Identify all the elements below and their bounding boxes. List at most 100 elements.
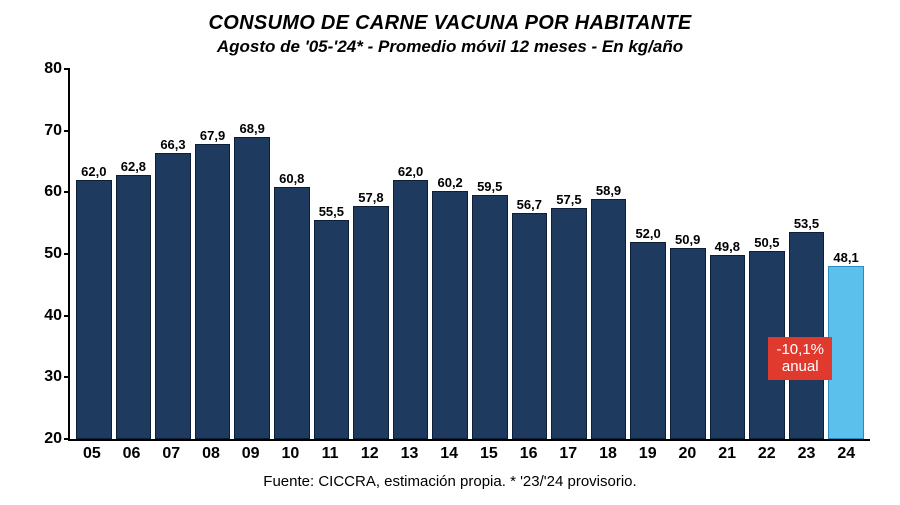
bar <box>551 208 587 439</box>
bar-column: 56,7 <box>512 69 548 439</box>
x-axis-labels: 0506070809101112131415161718192021222324 <box>68 445 870 463</box>
y-tick-mark <box>64 253 70 255</box>
callout-line1: -10,1% <box>776 341 824 358</box>
bar-column: 50,5 <box>749 69 785 439</box>
bar-column: 55,5 <box>314 69 350 439</box>
bar-column: 66,3 <box>155 69 191 439</box>
bar <box>432 191 468 439</box>
bar-value-label: 50,9 <box>675 232 700 247</box>
bar-column: 57,5 <box>551 69 587 439</box>
bar-value-label: 62,0 <box>81 164 106 179</box>
bar <box>591 199 627 439</box>
bar <box>155 153 191 439</box>
x-tick-label: 08 <box>193 445 229 463</box>
x-tick-label: 20 <box>670 445 706 463</box>
bar <box>670 248 706 439</box>
x-tick-label: 19 <box>630 445 666 463</box>
x-tick-label: 14 <box>431 445 467 463</box>
bar <box>314 220 350 439</box>
bar-value-label: 50,5 <box>754 235 779 250</box>
x-tick-label: 09 <box>233 445 269 463</box>
bar-value-label: 49,8 <box>715 239 740 254</box>
bar <box>274 187 310 439</box>
y-tick-label: 60 <box>22 183 62 201</box>
bar-value-label: 56,7 <box>517 197 542 212</box>
bar-value-label: 60,2 <box>437 175 462 190</box>
bar-value-label: 67,9 <box>200 128 225 143</box>
bars-group: 62,0 62,8 66,3 67,9 68,9 60,8 55,5 57,8 62,0 60,2… <box>70 69 870 439</box>
chart-subtitle: Agosto de '05-'24* - Promedio móvil 12 m… <box>20 37 880 57</box>
bar-column: 58,9 <box>591 69 627 439</box>
bar-column: 50,9 <box>670 69 706 439</box>
bar <box>116 175 152 439</box>
x-tick-label: 22 <box>749 445 785 463</box>
bar <box>630 242 666 439</box>
y-tick-mark <box>64 315 70 317</box>
x-tick-label: 13 <box>392 445 428 463</box>
callout-line2: anual <box>782 358 819 375</box>
bar <box>234 137 270 439</box>
y-tick-label: 40 <box>22 307 62 325</box>
bar-column: 59,5 <box>472 69 508 439</box>
bar <box>393 180 429 439</box>
y-tick-label: 70 <box>22 122 62 140</box>
bar <box>710 255 746 439</box>
y-tick-mark <box>64 68 70 70</box>
chart-container: CONSUMO DE CARNE VACUNA POR HABITANTE Ag… <box>0 0 900 505</box>
bar <box>512 213 548 439</box>
y-tick-mark <box>64 438 70 440</box>
bar-column: 53,5 <box>789 69 825 439</box>
bar <box>789 232 825 439</box>
x-tick-label: 17 <box>550 445 586 463</box>
callout-badge: -10,1% anual <box>768 337 832 380</box>
bar-column: 57,8 <box>353 69 389 439</box>
bar-highlight <box>828 266 864 439</box>
x-tick-label: 11 <box>312 445 348 463</box>
bar-column: 49,8 <box>710 69 746 439</box>
plot-area: 62,0 62,8 66,3 67,9 68,9 60,8 55,5 57,8 62,0 60,2… <box>68 69 870 441</box>
bar <box>76 180 112 439</box>
bar-value-label: 55,5 <box>319 204 344 219</box>
y-tick-label: 80 <box>22 60 62 78</box>
x-tick-label: 10 <box>273 445 309 463</box>
x-tick-label: 18 <box>590 445 626 463</box>
bar-value-label: 57,8 <box>358 190 383 205</box>
y-tick-mark <box>64 191 70 193</box>
bar <box>472 195 508 439</box>
bar-column: 67,9 <box>195 69 231 439</box>
y-tick-label: 20 <box>22 430 62 448</box>
bar-value-label: 60,8 <box>279 171 304 186</box>
bar-column: 60,8 <box>274 69 310 439</box>
bar-value-label: 68,9 <box>240 121 265 136</box>
bar <box>195 144 231 439</box>
x-tick-label: 16 <box>511 445 547 463</box>
x-tick-label: 06 <box>114 445 150 463</box>
y-tick-mark <box>64 130 70 132</box>
bar-value-label: 57,5 <box>556 192 581 207</box>
x-tick-label: 15 <box>471 445 507 463</box>
chart-footnote: Fuente: CICCRA, estimación propia. * '23… <box>20 473 880 490</box>
x-tick-label: 12 <box>352 445 388 463</box>
x-tick-label: 23 <box>789 445 825 463</box>
bar-column: 62,8 <box>116 69 152 439</box>
bar-column: 68,9 <box>234 69 270 439</box>
bar-value-label: 48,1 <box>833 250 858 265</box>
bar-column: 52,0 <box>630 69 666 439</box>
bar-value-label: 66,3 <box>160 137 185 152</box>
x-tick-label: 21 <box>709 445 745 463</box>
bar-value-label: 58,9 <box>596 183 621 198</box>
bar-value-label: 52,0 <box>635 226 660 241</box>
y-tick-label: 30 <box>22 368 62 386</box>
x-tick-label: 24 <box>828 445 864 463</box>
bar-column: 62,0 <box>393 69 429 439</box>
x-tick-label: 05 <box>74 445 110 463</box>
y-tick-mark <box>64 376 70 378</box>
x-tick-label: 07 <box>153 445 189 463</box>
bar-value-label: 62,8 <box>121 159 146 174</box>
bar-value-label: 53,5 <box>794 216 819 231</box>
bar <box>353 206 389 439</box>
bar-value-label: 62,0 <box>398 164 423 179</box>
bar-value-label: 59,5 <box>477 179 502 194</box>
chart-title: CONSUMO DE CARNE VACUNA POR HABITANTE <box>20 12 880 35</box>
bar-column: 62,0 <box>76 69 112 439</box>
